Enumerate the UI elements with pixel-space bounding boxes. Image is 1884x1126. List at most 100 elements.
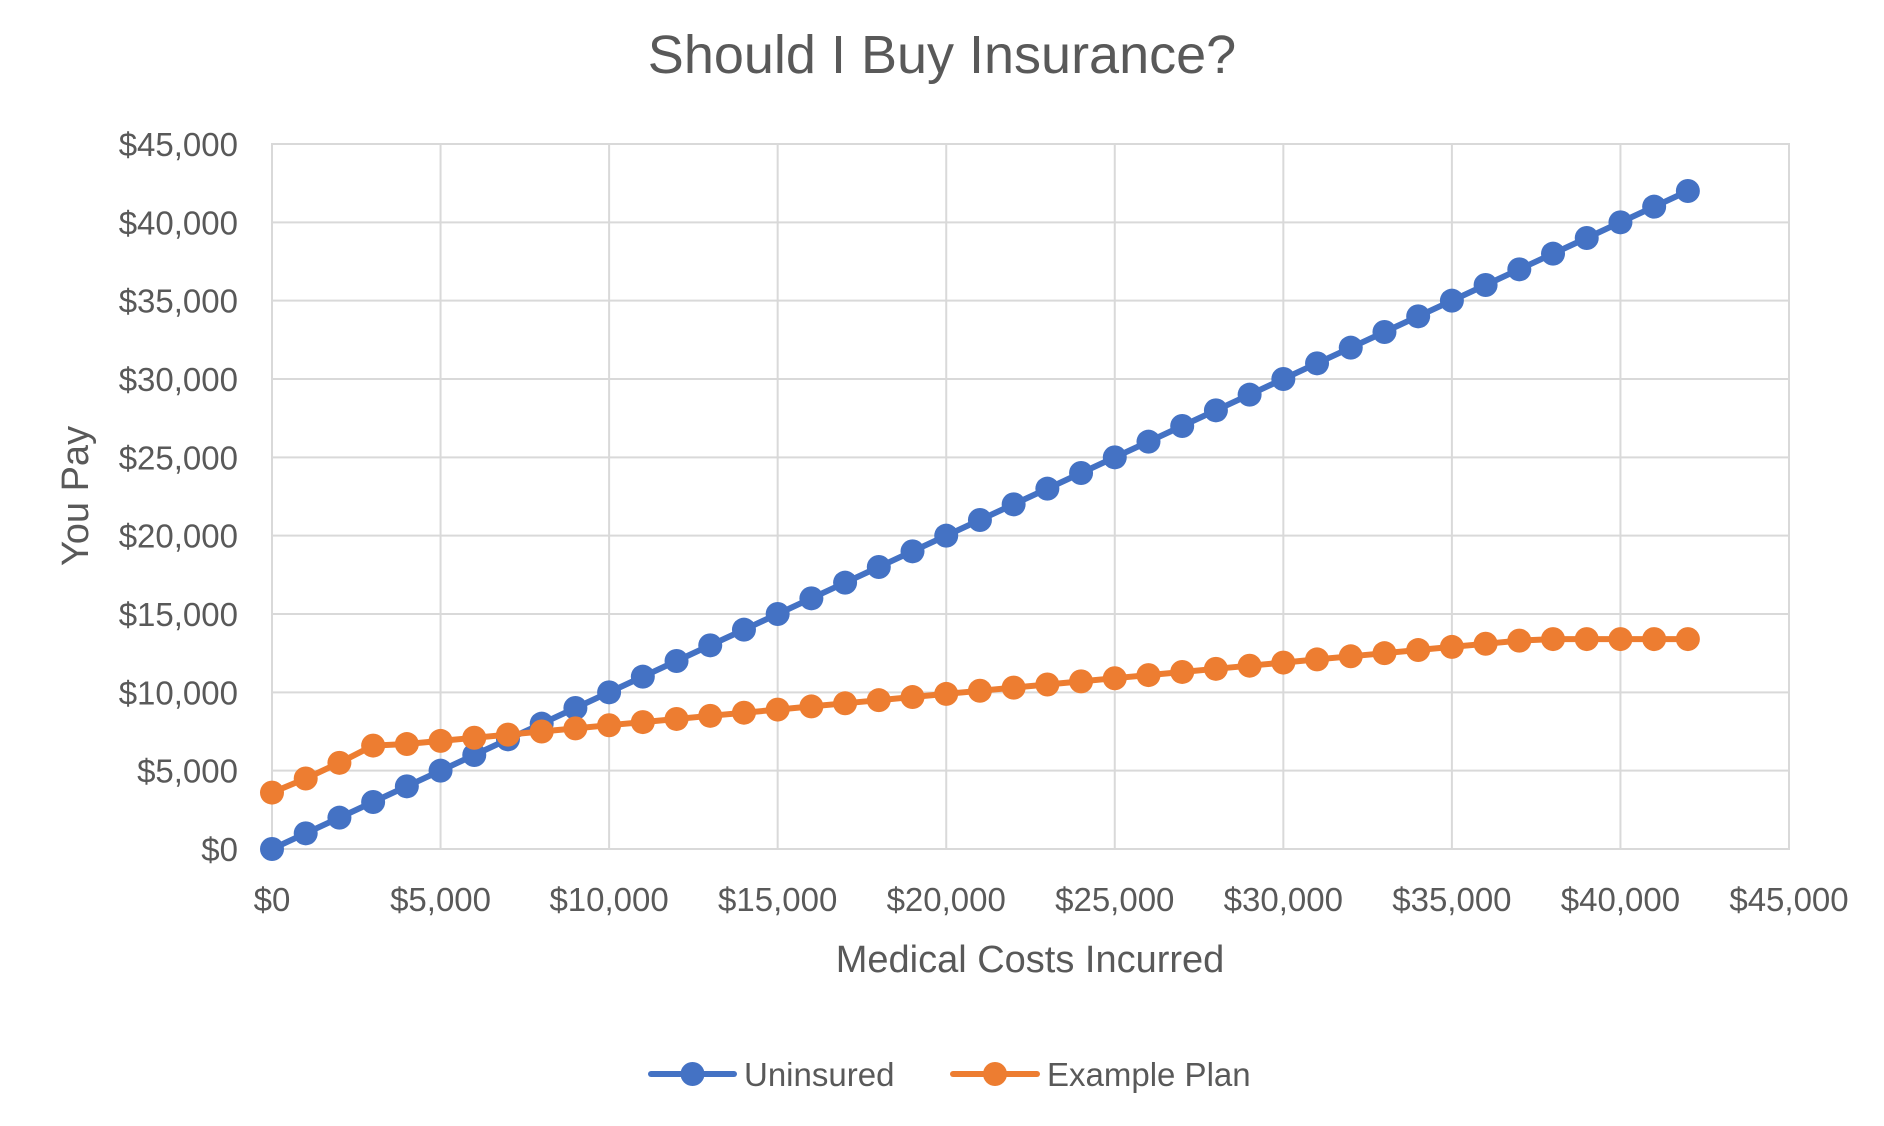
data-point bbox=[1642, 194, 1667, 219]
data-point bbox=[1305, 647, 1330, 672]
data-point bbox=[934, 681, 959, 706]
data-point bbox=[1406, 304, 1431, 329]
data-point bbox=[698, 703, 723, 728]
data-point bbox=[1271, 367, 1296, 391]
data-point bbox=[394, 774, 419, 799]
data-point bbox=[529, 719, 554, 744]
data-point bbox=[1439, 288, 1464, 313]
data-point bbox=[866, 688, 891, 713]
data-point bbox=[1170, 659, 1195, 684]
data-point bbox=[967, 678, 992, 703]
data-point bbox=[1541, 241, 1566, 266]
x-tick-label: $30,000 bbox=[1224, 881, 1343, 918]
x-tick-label: $35,000 bbox=[1392, 881, 1511, 918]
y-tick-label: $15,000 bbox=[119, 596, 238, 633]
series-example-plan bbox=[260, 627, 1700, 805]
x-tick-label: $5,000 bbox=[390, 881, 491, 918]
legend-swatch-marker bbox=[680, 1062, 705, 1086]
data-point bbox=[799, 694, 824, 719]
data-point bbox=[327, 750, 352, 775]
data-point bbox=[630, 710, 655, 735]
data-point bbox=[1608, 210, 1633, 235]
x-axis: $0 $5,000 $10,000 $15,000 $20,000 $25,000 $30,… bbox=[254, 881, 1849, 918]
data-point bbox=[597, 713, 622, 738]
data-point bbox=[731, 617, 756, 642]
data-point bbox=[1102, 445, 1127, 470]
x-tick-label: $0 bbox=[254, 881, 291, 918]
data-point bbox=[1001, 492, 1026, 517]
data-point bbox=[1406, 638, 1431, 663]
data-point bbox=[1338, 335, 1363, 360]
data-point bbox=[833, 570, 858, 595]
legend-label: Uninsured bbox=[744, 1056, 894, 1093]
data-point bbox=[293, 766, 318, 791]
x-tick-label: $40,000 bbox=[1561, 881, 1680, 918]
data-point bbox=[1203, 656, 1228, 681]
y-tick-label: $0 bbox=[201, 831, 238, 868]
data-point bbox=[1574, 226, 1599, 250]
data-point bbox=[1675, 179, 1700, 203]
data-point bbox=[1574, 627, 1599, 652]
data-point bbox=[934, 523, 959, 548]
data-point bbox=[1372, 320, 1397, 344]
data-point bbox=[1136, 429, 1161, 454]
data-point bbox=[428, 758, 453, 783]
data-point bbox=[1001, 675, 1026, 700]
data-point bbox=[1507, 257, 1532, 282]
x-axis-title: Medical Costs Incurred bbox=[836, 939, 1225, 981]
data-point bbox=[563, 696, 588, 720]
data-point bbox=[799, 586, 824, 611]
data-point bbox=[1102, 666, 1127, 691]
legend-item: Example Plan bbox=[950, 1056, 1251, 1093]
y-tick-label: $25,000 bbox=[119, 439, 238, 476]
series-uninsured bbox=[260, 179, 1700, 861]
data-point bbox=[765, 697, 790, 722]
data-point bbox=[1271, 650, 1296, 675]
data-point bbox=[1507, 628, 1532, 653]
data-point bbox=[563, 716, 588, 741]
data-point bbox=[1203, 398, 1228, 423]
data-point bbox=[462, 725, 487, 750]
data-point bbox=[1035, 672, 1060, 697]
data-point bbox=[394, 732, 419, 757]
series-line bbox=[269, 636, 1691, 796]
y-tick-label: $45,000 bbox=[119, 126, 238, 163]
data-point bbox=[1473, 273, 1498, 297]
y-tick-label: $5,000 bbox=[137, 753, 238, 790]
y-axis-title: You Pay bbox=[55, 426, 97, 566]
data-point bbox=[967, 508, 992, 532]
data-point bbox=[327, 805, 352, 830]
data-point bbox=[1069, 461, 1094, 485]
legend: Uninsured Example Plan bbox=[648, 1056, 1251, 1093]
legend-label: Example Plan bbox=[1047, 1056, 1251, 1093]
data-point bbox=[260, 837, 284, 861]
data-point bbox=[664, 649, 689, 673]
data-point bbox=[900, 685, 925, 710]
y-tick-label: $20,000 bbox=[119, 518, 238, 555]
data-point bbox=[462, 743, 487, 767]
y-tick-label: $40,000 bbox=[119, 204, 238, 241]
data-point bbox=[1608, 627, 1633, 652]
data-point bbox=[1473, 631, 1498, 656]
y-tick-label: $10,000 bbox=[119, 674, 238, 711]
data-point bbox=[630, 664, 655, 689]
data-point bbox=[1439, 634, 1464, 659]
data-point bbox=[293, 821, 318, 846]
y-tick-label: $35,000 bbox=[119, 283, 238, 320]
data-point bbox=[1237, 382, 1262, 407]
data-point bbox=[1136, 663, 1161, 688]
x-tick-label: $20,000 bbox=[887, 881, 1006, 918]
data-point bbox=[1035, 476, 1060, 501]
data-point bbox=[866, 555, 891, 579]
y-tick-label: $30,000 bbox=[119, 361, 238, 398]
data-point bbox=[765, 602, 790, 626]
data-point bbox=[495, 722, 520, 747]
data-point bbox=[361, 733, 386, 758]
data-point bbox=[428, 728, 453, 753]
data-point bbox=[1305, 351, 1330, 376]
data-point bbox=[597, 680, 622, 705]
series-group bbox=[260, 179, 1700, 861]
x-tick-label: $10,000 bbox=[549, 881, 668, 918]
data-point bbox=[1338, 644, 1363, 669]
